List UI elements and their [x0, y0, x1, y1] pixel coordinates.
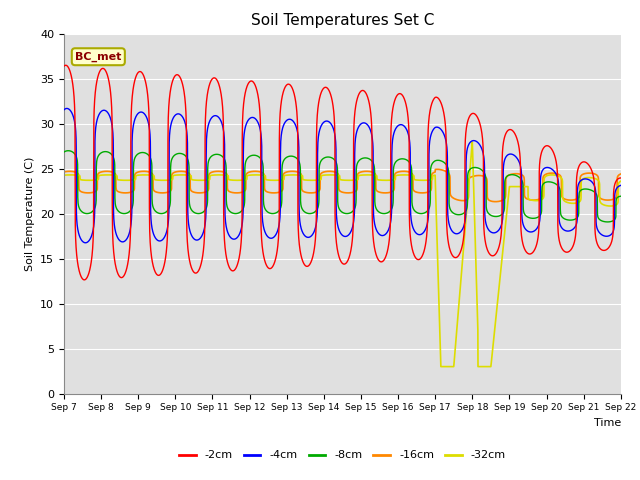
X-axis label: Time: Time	[593, 418, 621, 428]
Y-axis label: Soil Temperature (C): Soil Temperature (C)	[24, 156, 35, 271]
Text: BC_met: BC_met	[75, 51, 122, 62]
Legend: -2cm, -4cm, -8cm, -16cm, -32cm: -2cm, -4cm, -8cm, -16cm, -32cm	[175, 446, 510, 465]
Title: Soil Temperatures Set C: Soil Temperatures Set C	[251, 13, 434, 28]
